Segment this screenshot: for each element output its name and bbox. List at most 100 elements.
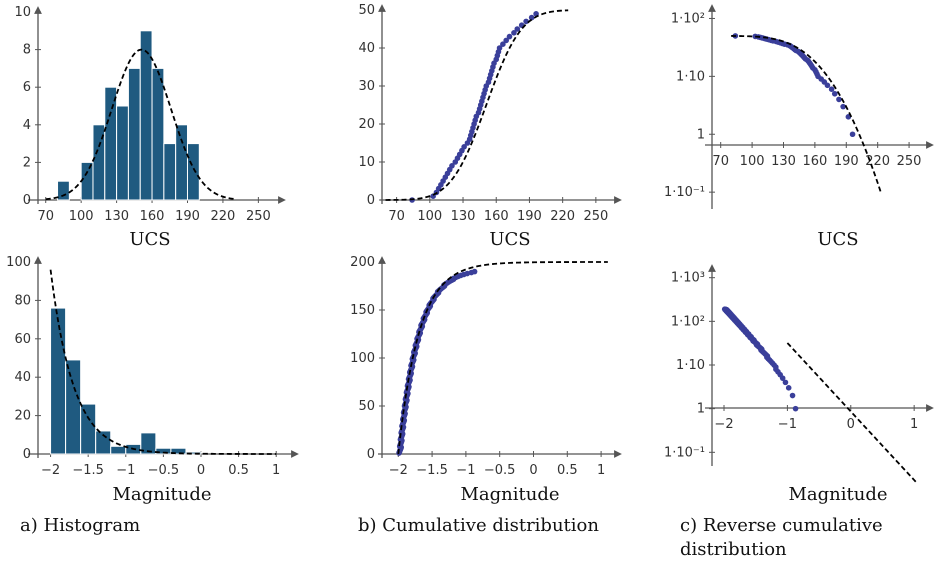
y-tick-label: 1·10³ — [671, 271, 705, 286]
histogram-bar — [110, 445, 127, 455]
caption-reverse-cumulative: c) Reverse cumulative distribution — [680, 515, 883, 560]
histogram-bar — [57, 180, 70, 201]
panel-a-ucs: UCS 70 100 130 160 190 220 250 0 2 4 6 8 10 — [14, 5, 286, 250]
x-tick-label: −2 — [41, 463, 60, 478]
x-tick-label: 0 — [197, 463, 205, 478]
x-tick-label: 250 — [583, 209, 608, 224]
y-tick-label: 4 — [23, 118, 31, 133]
x-tick-label: 100 — [417, 209, 442, 224]
data-point — [514, 26, 521, 32]
y-tick-label: 40 — [358, 41, 375, 56]
y-tick-label: 200 — [350, 255, 375, 270]
x-tick-label: 250 — [246, 209, 271, 224]
histogram-bar — [80, 403, 97, 455]
data-point — [500, 41, 506, 47]
data-point — [792, 405, 799, 412]
histogram-bar — [65, 359, 82, 455]
fit-curve — [397, 261, 608, 455]
x-axis-label: UCS — [817, 229, 858, 250]
histogram-bar — [151, 67, 165, 201]
data-point — [503, 37, 509, 44]
caption-cumulative: b) Cumulative distribution — [358, 515, 599, 536]
x-tick-label: 70 — [37, 209, 54, 224]
y-tick-label: 100 — [350, 351, 375, 366]
data-point — [523, 18, 529, 25]
y-tick-label: 100 — [6, 255, 31, 270]
fit-curve — [731, 35, 882, 193]
histogram-bar — [186, 143, 200, 201]
y-tick-label: 1·10 — [676, 69, 705, 84]
x-tick-label: 1 — [272, 463, 280, 478]
x-tick-label: 250 — [897, 154, 922, 169]
y-tick-label: 1·10² — [671, 11, 705, 26]
x-tick-label: 160 — [140, 209, 165, 224]
histogram-bar — [80, 161, 94, 201]
x-tick-label: 0 — [847, 417, 855, 432]
histogram-bar — [139, 30, 153, 201]
y-tick-label: 80 — [14, 293, 31, 308]
data-point — [789, 392, 796, 399]
y-tick-label: 1·10⁻¹ — [664, 445, 705, 460]
panel-b-ucs: UCS 70 100 130 160 190 220 250 0 10 20 30 40 50 — [358, 3, 622, 250]
x-tick-label: 100 — [740, 154, 765, 169]
x-tick-label: −1.5 — [416, 463, 448, 478]
data-point — [836, 96, 842, 103]
y-tick-label: 0 — [23, 193, 31, 208]
data-point — [496, 45, 503, 51]
x-tick-label: −1 — [116, 463, 135, 478]
x-tick-label: 130 — [451, 209, 476, 224]
data-point — [828, 86, 835, 93]
x-tick-label: 190 — [175, 209, 200, 224]
y-tick-label: 30 — [358, 79, 375, 94]
data-point — [840, 103, 846, 110]
histogram-bar — [175, 124, 188, 201]
y-tick-label: 2 — [23, 155, 31, 170]
histogram-bar — [104, 86, 118, 201]
x-tick-label: 0 — [529, 463, 537, 478]
panel-b-magnitude: Magnitude −2 −1.5 −1 −0.5 0 0.5 1 0 50 100 150 200 — [350, 255, 622, 505]
panel-c-magnitude: Magnitude −2 −1 0 1 1·10⁻¹ 1 1·10 1·10² 1·10³ — [664, 264, 934, 505]
histogram-bar — [170, 447, 187, 455]
data-point — [506, 33, 513, 40]
data-point — [461, 144, 467, 150]
caption-histogram: a) Histogram — [20, 515, 141, 536]
y-tick-label: 6 — [23, 80, 31, 95]
fit-curve — [786, 342, 918, 485]
x-axis-label: Magnitude — [788, 484, 887, 505]
y-tick-label: 50 — [358, 3, 375, 18]
y-tick-label: 60 — [14, 332, 31, 347]
y-tick-label: 150 — [350, 303, 375, 318]
y-tick-label: 1 — [697, 127, 705, 142]
histogram-bar — [116, 105, 129, 201]
x-tick-label: 220 — [211, 209, 236, 224]
y-tick-label: 1·10² — [671, 314, 705, 329]
data-point — [785, 385, 792, 391]
x-tick-label: 0.5 — [228, 463, 249, 478]
x-tick-label: −2 — [389, 463, 408, 478]
histogram-bar — [50, 307, 67, 455]
x-tick-label: 130 — [771, 154, 796, 169]
histogram-bar — [163, 143, 177, 201]
histogram-bar — [140, 432, 157, 455]
data-point — [528, 14, 535, 21]
x-tick-label: −0.5 — [148, 463, 180, 478]
x-axis-label: UCS — [489, 229, 530, 250]
x-tick-label: 130 — [104, 209, 129, 224]
y-tick-label: 0 — [367, 447, 375, 462]
x-tick-label: 0.5 — [557, 463, 578, 478]
x-tick-label: −1.5 — [72, 463, 104, 478]
x-tick-label: 190 — [517, 209, 542, 224]
y-tick-label: 0 — [23, 447, 31, 462]
x-tick-label: −1 — [778, 417, 797, 432]
histogram-bar — [95, 430, 112, 455]
x-tick-label: 100 — [69, 209, 94, 224]
x-tick-label: −1 — [456, 463, 475, 478]
y-tick-label: 20 — [358, 117, 375, 132]
y-tick-label: 10 — [14, 5, 31, 20]
x-tick-label: 160 — [484, 209, 509, 224]
data-point — [449, 163, 455, 169]
histogram-bar — [127, 67, 141, 201]
data-point — [849, 131, 856, 138]
